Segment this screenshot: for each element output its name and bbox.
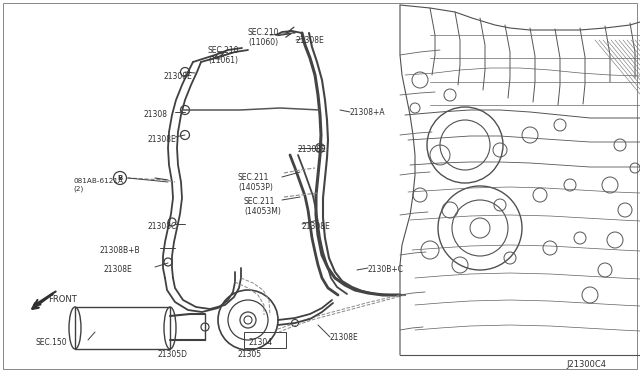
Text: FRONT: FRONT <box>48 295 77 304</box>
Text: 21308E: 21308E <box>302 222 331 231</box>
Text: 21305: 21305 <box>237 350 261 359</box>
Text: SEC.211
(14053M): SEC.211 (14053M) <box>244 197 281 217</box>
Text: 21305D: 21305D <box>157 350 187 359</box>
Text: 21308: 21308 <box>143 110 167 119</box>
Text: 21308E: 21308E <box>330 333 359 342</box>
Text: SEC.211
(14053P): SEC.211 (14053P) <box>238 173 273 192</box>
Bar <box>75 307 170 349</box>
Text: 21308+A: 21308+A <box>350 108 386 117</box>
Bar <box>244 332 286 348</box>
Text: 21308E: 21308E <box>147 135 176 144</box>
Text: B: B <box>117 175 123 181</box>
Text: 21308C: 21308C <box>148 222 177 231</box>
Text: 21308E: 21308E <box>298 145 327 154</box>
Text: 21308B+B: 21308B+B <box>100 246 141 255</box>
Text: 21308E: 21308E <box>163 72 192 81</box>
Text: 081AB-6121A
(2): 081AB-6121A (2) <box>73 178 123 192</box>
Text: 21308E: 21308E <box>104 265 132 274</box>
Text: SEC.210
(11061): SEC.210 (11061) <box>208 46 239 65</box>
Text: SEC.210
(11060): SEC.210 (11060) <box>248 28 280 47</box>
Text: J21300C4: J21300C4 <box>566 360 606 369</box>
Text: 21308E: 21308E <box>296 36 324 45</box>
Text: 2130B+C: 2130B+C <box>368 265 404 274</box>
Text: SEC.150: SEC.150 <box>36 338 68 347</box>
Text: 21304: 21304 <box>249 338 273 347</box>
